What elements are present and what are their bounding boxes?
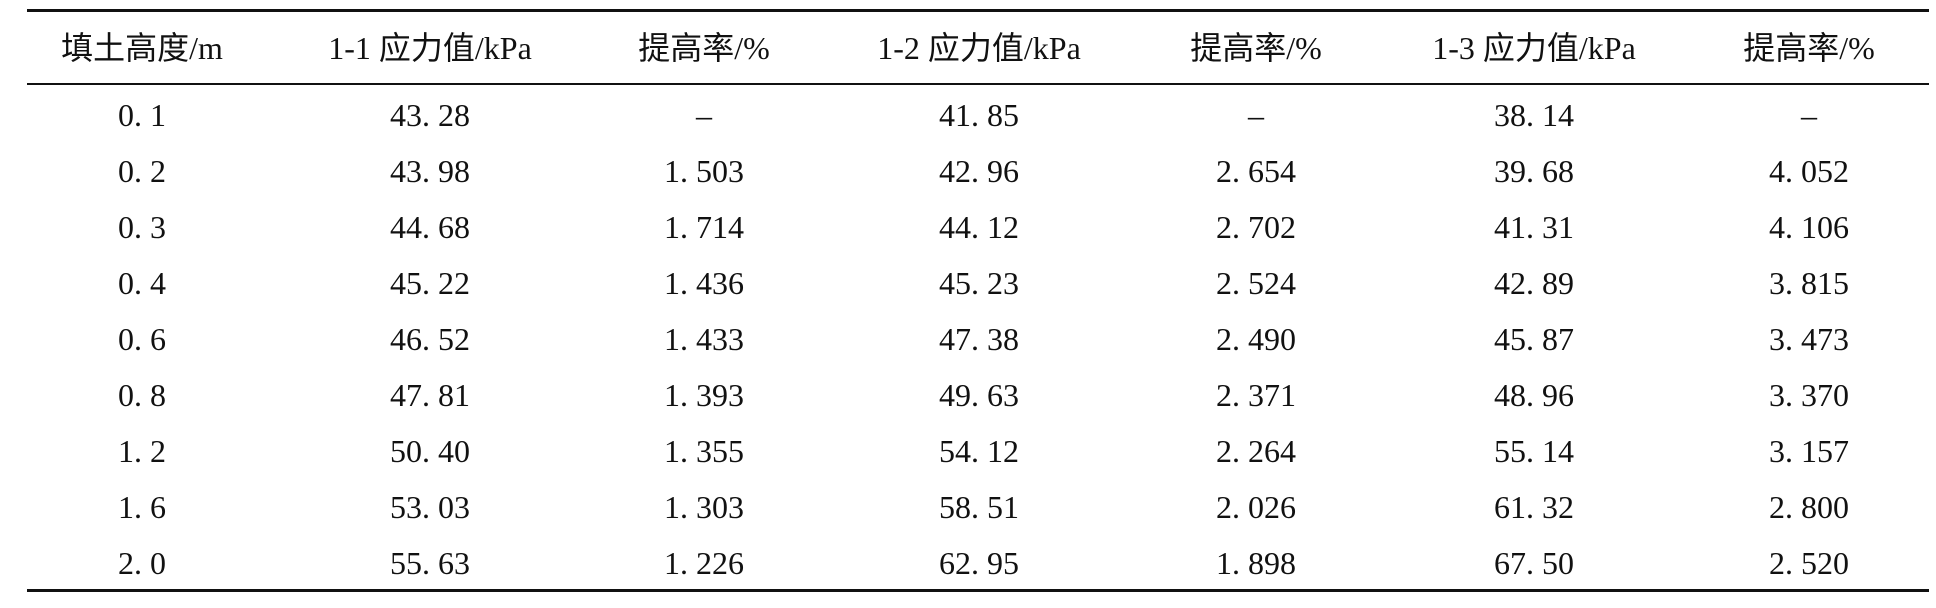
table-cell: 2. 490 [1216, 321, 1296, 357]
table-cell: – [1248, 97, 1264, 133]
table-cell: 1. 503 [664, 153, 744, 189]
table-cell: 1. 303 [664, 489, 744, 525]
table-cell: 42. 96 [939, 153, 1019, 189]
table-cell: 2. 371 [1216, 377, 1296, 413]
table-cell: 2. 654 [1216, 153, 1296, 189]
header-cell: 1-3 应力值/kPa [1432, 30, 1636, 66]
header-cell: 提高率/% [1190, 30, 1322, 66]
table-cell: 1. 898 [1216, 545, 1296, 581]
table-cell: 41. 85 [939, 97, 1019, 133]
table-cell: 2. 520 [1769, 545, 1849, 581]
bottom-rule [27, 589, 1929, 592]
table-cell: 0. 2 [118, 153, 166, 189]
table-cell: 0. 4 [118, 265, 166, 301]
table-cell: 2. 0 [118, 545, 166, 581]
table-cell: 50. 40 [390, 433, 470, 469]
table-cell: 45. 22 [390, 265, 470, 301]
table-cell: 38. 14 [1494, 97, 1574, 133]
table-cell: 1. 393 [664, 377, 744, 413]
table-cell: 1. 2 [118, 433, 166, 469]
table-cell: 2. 800 [1769, 489, 1849, 525]
table-cell: 45. 87 [1494, 321, 1574, 357]
table-cell: 58. 51 [939, 489, 1019, 525]
table-cell: 4. 052 [1769, 153, 1849, 189]
table-cell: 2. 026 [1216, 489, 1296, 525]
table-cell: 0. 3 [118, 209, 166, 245]
header-cell: 提高率/% [638, 30, 770, 66]
table-cell: 1. 436 [664, 265, 744, 301]
table-cell: 2. 702 [1216, 209, 1296, 245]
table-cell: 53. 03 [390, 489, 470, 525]
table-cell: 2. 524 [1216, 265, 1296, 301]
header-cell: 1-1 应力值/kPa [328, 30, 532, 66]
table-cell: 42. 89 [1494, 265, 1574, 301]
table-cell: – [696, 97, 712, 133]
table-cell: 55. 14 [1494, 433, 1574, 469]
table-cell: – [1801, 97, 1817, 133]
table-cell: 1. 6 [118, 489, 166, 525]
table-cell: 55. 63 [390, 545, 470, 581]
table-cell: 45. 23 [939, 265, 1019, 301]
table-cell: 61. 32 [1494, 489, 1574, 525]
table-cell: 3. 370 [1769, 377, 1849, 413]
table-cell: 3. 815 [1769, 265, 1849, 301]
table-cell: 1. 433 [664, 321, 744, 357]
table-cell: 47. 38 [939, 321, 1019, 357]
table-cell: 67. 50 [1494, 545, 1574, 581]
table-cell: 47. 81 [390, 377, 470, 413]
table-cell: 39. 68 [1494, 153, 1574, 189]
table-cell: 1. 355 [664, 433, 744, 469]
header-cell: 填土高度/m [61, 30, 223, 66]
table-cell: 43. 98 [390, 153, 470, 189]
table-cell: 3. 157 [1769, 433, 1849, 469]
table-cell: 44. 12 [939, 209, 1019, 245]
table-cell: 62. 95 [939, 545, 1019, 581]
table-cell: 41. 31 [1494, 209, 1574, 245]
table-cell: 0. 6 [118, 321, 166, 357]
table-cell: 0. 8 [118, 377, 166, 413]
header-cell: 提高率/% [1743, 30, 1875, 66]
table-cell: 46. 52 [390, 321, 470, 357]
table-cell: 2. 264 [1216, 433, 1296, 469]
table-cell: 4. 106 [1769, 209, 1849, 245]
table-cell: 3. 473 [1769, 321, 1849, 357]
header-cell: 1-2 应力值/kPa [877, 30, 1081, 66]
table-cell: 48. 96 [1494, 377, 1574, 413]
table-cell: 1. 714 [664, 209, 744, 245]
table-cell: 54. 12 [939, 433, 1019, 469]
table-cell: 44. 68 [390, 209, 470, 245]
table-cell: 0. 1 [118, 97, 166, 133]
top-rule [27, 9, 1929, 12]
table-cell: 43. 28 [390, 97, 470, 133]
header-rule [27, 83, 1929, 85]
table-cell: 49. 63 [939, 377, 1019, 413]
table-cell: 1. 226 [664, 545, 744, 581]
